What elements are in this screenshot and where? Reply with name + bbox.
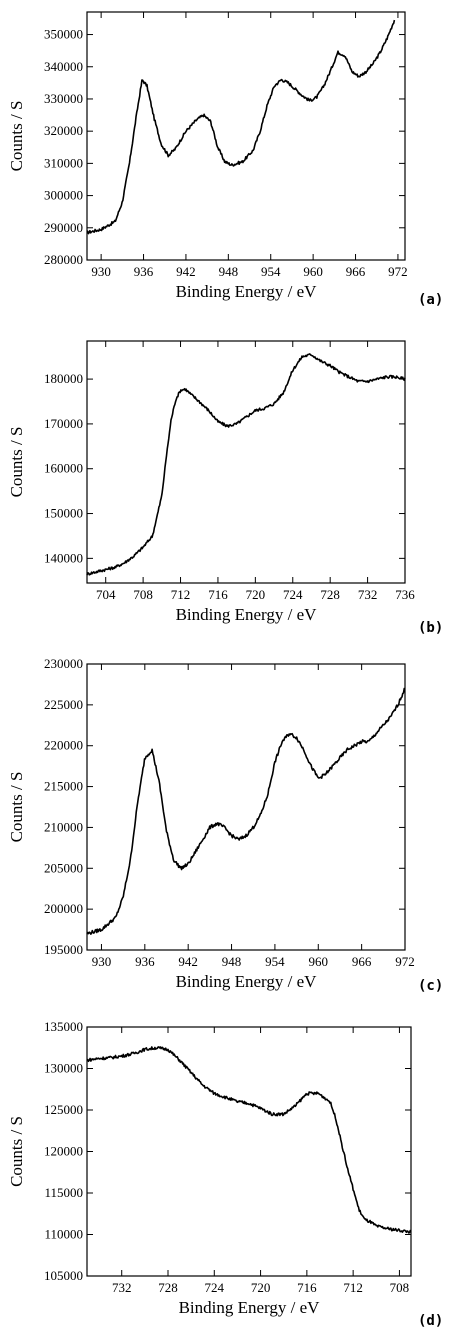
y-tick-label: 180000 [44, 371, 83, 386]
y-tick-label: 130000 [44, 1061, 83, 1076]
plot-frame [86, 340, 406, 584]
y-axis-title: Counts / S [7, 101, 26, 172]
x-tick-label: 724 [205, 1280, 225, 1295]
y-tick-label: 125000 [44, 1102, 83, 1117]
chart-panel-b: 704 708 712 716 720 724 728 732 736 140000 150000 1… [7, 340, 443, 636]
panel-label: (b) [418, 620, 443, 636]
x-tick-label: 708 [390, 1280, 410, 1295]
x-tick-label: 716 [297, 1280, 317, 1295]
y-tick-label: 170000 [44, 416, 83, 431]
y-tick-label: 150000 [44, 506, 83, 521]
y-tick-label: 280000 [44, 252, 83, 267]
plot-frame [86, 1026, 412, 1277]
x-tick-label: 966 [352, 954, 372, 969]
x-tick-label: 716 [208, 587, 228, 602]
y-tick-label: 120000 [44, 1144, 83, 1159]
chart-panel-d: 732 728 724 720 716 712 708 105000 110000 115000 1… [7, 1019, 443, 1329]
y-tick-label: 225000 [44, 697, 83, 712]
x-tick-label: 942 [178, 954, 198, 969]
y-tick-label: 330000 [44, 91, 83, 106]
x-tick-label: 712 [171, 587, 191, 602]
x-tick-label: 712 [343, 1280, 363, 1295]
y-tick-label: 340000 [44, 59, 83, 74]
y-tick-label: 195000 [44, 942, 83, 957]
x-tick-label: 708 [133, 587, 153, 602]
x-tick-label: 732 [112, 1280, 132, 1295]
x-axis-title: Binding Energy / eV [176, 972, 318, 991]
y-axis-title: Counts / S [7, 772, 26, 843]
x-tick-label: 720 [251, 1280, 271, 1295]
y-tick-label: 200000 [44, 901, 83, 916]
y-tick-label: 205000 [44, 860, 83, 875]
chart-panel-c: 930 936 942 948 954 960 966 972 195000 200000 2050… [7, 656, 443, 994]
plot-frame [86, 663, 406, 951]
spectrum-series-line [86, 687, 406, 935]
plot-frame [86, 11, 406, 261]
y-axis-title: Counts / S [7, 427, 26, 498]
y-tick-label: 290000 [44, 220, 83, 235]
spectrum-series-line [86, 1046, 412, 1234]
x-axis-title: Binding Energy / eV [179, 1298, 321, 1317]
y-tick-label: 215000 [44, 779, 83, 794]
x-tick-label: 936 [135, 954, 155, 969]
y-tick-label: 220000 [44, 738, 83, 753]
y-tick-label: 210000 [44, 819, 83, 834]
x-tick-label: 732 [358, 587, 378, 602]
panel-label: (c) [418, 978, 443, 994]
x-tick-label: 936 [134, 264, 154, 279]
spectrum-series-line [86, 19, 396, 235]
y-tick-label: 320000 [44, 123, 83, 138]
x-axis-title: Binding Energy / eV [176, 282, 318, 301]
x-tick-label: 942 [176, 264, 196, 279]
x-axis-title: Binding Energy / eV [176, 605, 318, 624]
y-axis-title: Counts / S [7, 1116, 26, 1187]
spectrum-series-line [86, 353, 406, 576]
panel-label: (a) [418, 292, 443, 308]
y-tick-label: 160000 [44, 461, 83, 476]
x-tick-label: 728 [320, 587, 340, 602]
x-tick-label: 704 [96, 587, 116, 602]
x-tick-label: 930 [91, 264, 111, 279]
y-tick-label: 105000 [44, 1268, 83, 1283]
x-tick-label: 720 [246, 587, 266, 602]
x-tick-label: 966 [346, 264, 366, 279]
x-tick-label: 954 [265, 954, 285, 969]
y-tick-label: 110000 [44, 1227, 83, 1242]
y-tick-label: 140000 [44, 550, 83, 565]
y-tick-label: 230000 [44, 656, 83, 671]
y-tick-label: 135000 [44, 1019, 83, 1034]
x-tick-label: 954 [261, 264, 281, 279]
x-tick-label: 972 [388, 264, 408, 279]
x-tick-label: 960 [303, 264, 323, 279]
y-tick-label: 310000 [44, 155, 83, 170]
x-tick-label: 972 [395, 954, 415, 969]
x-tick-label: 930 [92, 954, 112, 969]
x-tick-label: 948 [222, 954, 242, 969]
x-tick-label: 728 [158, 1280, 178, 1295]
y-tick-label: 300000 [44, 188, 83, 203]
x-tick-label: 736 [395, 587, 415, 602]
x-tick-label: 724 [283, 587, 303, 602]
y-tick-label: 350000 [44, 27, 83, 42]
panel-label: (d) [418, 1313, 443, 1329]
x-tick-label: 960 [309, 954, 329, 969]
x-tick-label: 948 [219, 264, 239, 279]
chart-panel-a: 930 936 942 948 954 960 966 972 280000 290000 3000… [7, 11, 443, 308]
y-tick-label: 115000 [44, 1185, 83, 1200]
